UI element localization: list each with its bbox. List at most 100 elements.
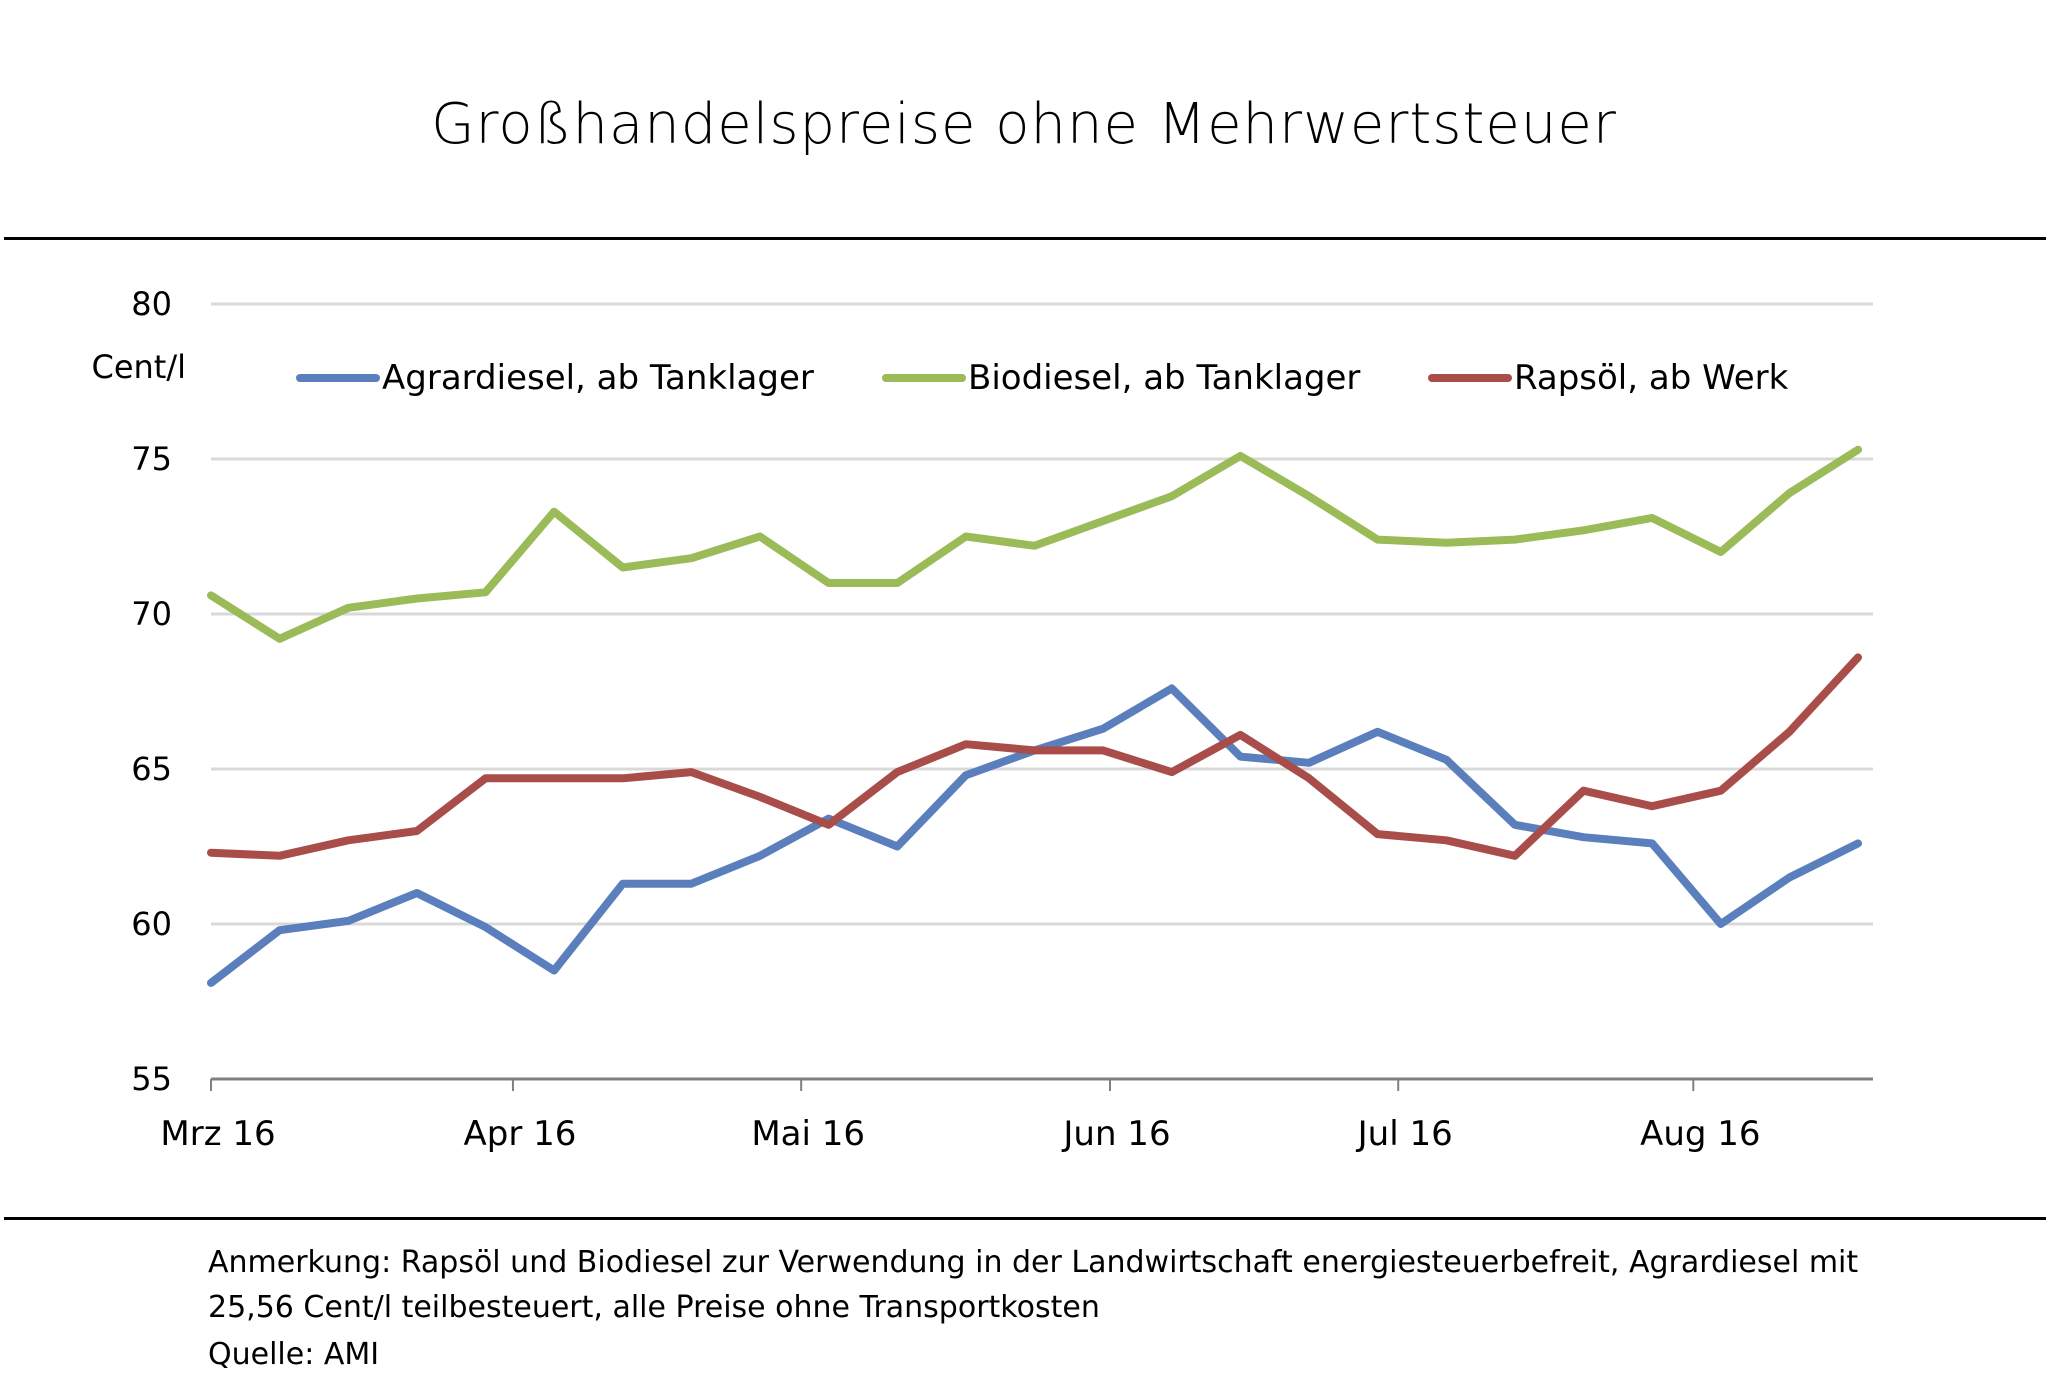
data-point — [279, 929, 281, 931]
data-point — [1034, 545, 1035, 547]
data-point — [1788, 492, 1790, 494]
data-point — [1445, 759, 1447, 761]
data-point — [1514, 539, 1516, 541]
x-axis: Mrz 16 Apr 16 Mai 16 Jun 16 Jul 16 Aug 16 — [160, 1077, 1873, 1154]
y-tick-label: 60 — [131, 905, 172, 943]
data-point — [896, 846, 898, 847]
data-point — [965, 743, 967, 745]
data-point — [1102, 728, 1104, 730]
data-point — [210, 982, 212, 984]
data-point — [553, 970, 555, 971]
data-point — [210, 594, 212, 596]
data-point — [1377, 731, 1379, 733]
data-point — [485, 777, 486, 779]
data-point — [1239, 455, 1241, 457]
data-point — [1445, 839, 1447, 841]
x-tick-label: Jul 16 — [1356, 1114, 1453, 1154]
data-point — [828, 582, 830, 584]
footnote-line-2: 25,56 Cent/l teilbesteuert, alle Preise … — [208, 1290, 1100, 1325]
data-point — [1514, 855, 1516, 857]
data-point — [622, 883, 624, 885]
data-point — [1102, 749, 1104, 751]
series-lines — [207, 445, 1862, 987]
data-point — [1857, 842, 1859, 844]
data-point — [347, 607, 349, 609]
data-point — [690, 771, 692, 773]
y-tick-label: 65 — [131, 750, 172, 788]
x-tick-label: Apr 16 — [464, 1114, 577, 1154]
data-point — [690, 557, 692, 559]
data-point — [1857, 656, 1859, 658]
footnote-line-1: Anmerkung: Rapsöl und Biodiesel zur Verw… — [208, 1245, 1859, 1280]
legend-label: Biodiesel, ab Tanklager — [968, 358, 1360, 398]
series-line-2 — [207, 445, 1862, 643]
data-point — [1583, 836, 1584, 838]
source-note: Quelle: AMI — [208, 1337, 380, 1372]
data-point — [1102, 520, 1104, 522]
data-point — [485, 926, 486, 928]
y-tick-label: 70 — [131, 595, 172, 633]
data-point — [896, 771, 898, 773]
data-point — [1239, 734, 1241, 736]
data-point — [1377, 539, 1379, 541]
y-tick-label: 80 — [131, 285, 172, 323]
data-point — [965, 774, 967, 776]
data-point — [1720, 551, 1722, 553]
data-point — [965, 536, 967, 537]
x-tick-label: Mai 16 — [751, 1114, 865, 1154]
data-point — [210, 852, 212, 854]
data-point — [828, 824, 830, 826]
data-point — [896, 582, 898, 584]
data-point — [1171, 495, 1173, 497]
data-point — [1308, 762, 1310, 764]
data-point — [553, 777, 555, 779]
data-point — [1788, 731, 1790, 733]
data-point — [1788, 877, 1790, 878]
data-point — [1445, 542, 1447, 544]
legend-label: Rapsöl, ab Werk — [1514, 358, 1789, 398]
chart-title: Großhandelspreise ohne Mehrwertsteuer — [431, 92, 1617, 157]
data-point — [1377, 833, 1379, 835]
x-tick-label: Aug 16 — [1640, 1114, 1760, 1154]
data-point — [622, 777, 624, 779]
x-tick-label: Jun 16 — [1061, 1114, 1170, 1154]
series-line-1 — [207, 684, 1862, 987]
data-point — [1651, 842, 1653, 844]
bottom-divider — [4, 1217, 2046, 1220]
series-line-3 — [207, 653, 1862, 860]
data-point — [1171, 687, 1173, 689]
data-point — [416, 830, 418, 832]
data-point — [1034, 749, 1035, 751]
data-point — [759, 796, 761, 798]
data-point — [759, 855, 761, 857]
legend: Agrardiesel, ab Tanklager Biodiesel, ab T… — [296, 358, 1789, 398]
data-point — [416, 598, 418, 599]
data-point — [759, 536, 761, 537]
data-point — [553, 511, 555, 513]
data-point — [279, 638, 281, 640]
data-point — [690, 883, 692, 885]
top-divider — [4, 237, 2046, 240]
data-point — [485, 591, 486, 593]
data-point — [1651, 805, 1653, 807]
data-point — [1583, 790, 1584, 792]
data-point — [1857, 449, 1859, 451]
y-axis-label: Cent/l — [91, 348, 186, 386]
data-point — [347, 920, 349, 922]
data-point — [279, 855, 281, 857]
y-tick-label: 55 — [131, 1060, 172, 1098]
data-point — [1171, 771, 1173, 773]
data-point — [622, 567, 624, 568]
data-point — [1308, 777, 1310, 779]
data-point — [1720, 790, 1722, 792]
y-tick-label: 75 — [131, 440, 172, 478]
data-point — [1720, 923, 1722, 925]
data-point — [416, 892, 418, 894]
data-point — [1239, 756, 1241, 758]
gridlines — [211, 302, 1873, 926]
data-point — [1514, 824, 1516, 826]
data-point — [828, 818, 830, 820]
legend-label: Agrardiesel, ab Tanklager — [382, 358, 814, 398]
data-point — [1308, 495, 1310, 497]
